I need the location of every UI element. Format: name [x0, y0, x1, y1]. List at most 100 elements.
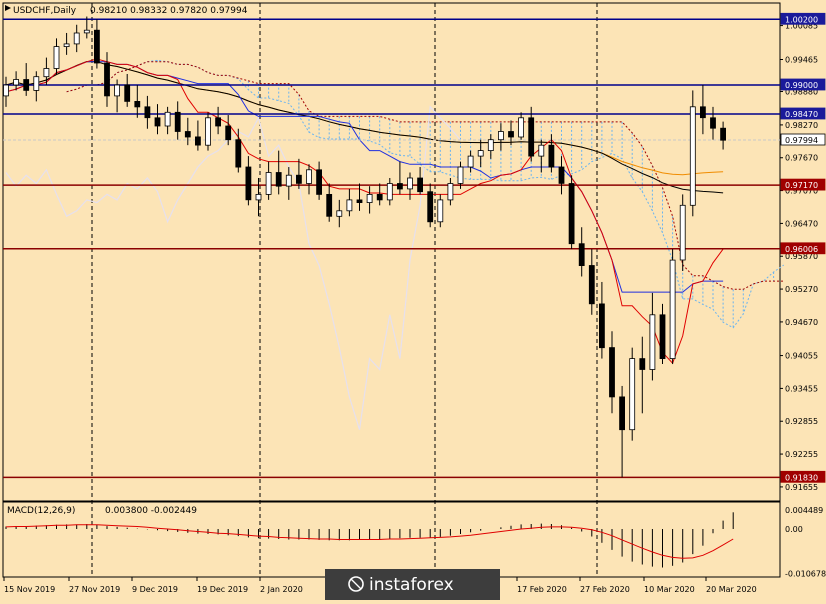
price-tick-label: 0.94670 [785, 318, 818, 327]
candle-17 [174, 101, 181, 140]
macd-tick-label-2: -0.010678 [785, 570, 826, 579]
candle-body [23, 79, 30, 91]
candle-45 [457, 161, 464, 189]
candle-body [295, 174, 302, 184]
candle-63 [639, 336, 646, 414]
candle-28 [285, 167, 292, 200]
candle-66 [669, 249, 676, 365]
candle-body [124, 84, 131, 102]
price-tick-label: 0.92255 [785, 450, 818, 459]
date-label-0: 15 Nov 2019 [4, 585, 55, 594]
candle-body [306, 169, 312, 184]
candle-4 [43, 57, 50, 85]
candle-7 [73, 24, 80, 53]
candle-body [356, 199, 363, 203]
level-label-box-5 [780, 242, 826, 255]
chart-header: USDCHF,Daily 0.98210 0.98332 0.97820 0.9… [5, 5, 248, 16]
candle-51 [518, 112, 524, 140]
date-label-5: 17 Feb 2020 [517, 585, 567, 594]
candle-67 [679, 194, 686, 272]
candle-23 [235, 128, 242, 173]
price-tick-label: 0.99465 [785, 56, 818, 65]
main-plot-frame [2, 2, 781, 502]
level-label-0: 1.00200 [785, 15, 818, 24]
candle-body [285, 174, 292, 187]
candle-body [104, 62, 110, 97]
level-label-3: 0.97994 [785, 136, 818, 145]
candle-69 [700, 84, 706, 135]
candle-body [336, 210, 343, 217]
candle-body [679, 204, 686, 261]
candle-body [316, 169, 323, 195]
candle-body [548, 144, 555, 168]
candle-46 [467, 150, 474, 173]
macd-tick-label-1: 0.00 [785, 525, 803, 534]
horizontal-levels [3, 18, 780, 479]
candle-body [245, 166, 252, 201]
candle-body [629, 358, 636, 431]
candle-55 [558, 156, 565, 195]
date-axis: 15 Nov 2019 27 Nov 2019 9 Dec 2019 19 Dec 2… [3, 577, 757, 594]
candle-18 [184, 117, 191, 146]
candle-body [407, 177, 413, 190]
candle-53 [538, 139, 545, 173]
candle-body [94, 29, 100, 64]
candle-body [134, 101, 141, 108]
watermark: instaforex [325, 569, 500, 600]
price-tick-label: 1.00085 [785, 22, 818, 31]
candle-body [326, 193, 333, 217]
candle-5 [53, 38, 60, 75]
candle-body [669, 259, 676, 360]
candle-41 [417, 167, 424, 195]
price-axis: 1.00085 0.99465 0.98880 0.98270 0.97670 0.970… [780, 22, 818, 492]
candle-body [700, 106, 706, 119]
level-label-5: 0.96006 [785, 245, 818, 254]
candle-61 [619, 385, 625, 478]
candle-body [53, 46, 60, 69]
tenkan-red-line [5, 58, 724, 365]
candle-14 [144, 95, 151, 129]
candle-30 [306, 164, 312, 195]
candle-body [609, 347, 615, 398]
candle-body [154, 117, 161, 127]
candle-body [457, 166, 464, 184]
price-tick-label: 0.92855 [785, 417, 818, 426]
ohlc-label: 0.98210 0.98332 0.97820 0.97994 [90, 6, 248, 16]
macd-label: MACD(12,26,9) [7, 506, 75, 516]
candle-8 [83, 16, 90, 39]
candle-body [508, 131, 514, 138]
price-tick-label: 0.91655 [785, 483, 818, 492]
candle-body [649, 314, 656, 370]
candle-body [528, 117, 535, 157]
candle-body [275, 172, 282, 187]
macd-tick-label-0: 0.004489 [785, 506, 823, 515]
price-tick-label: 0.93455 [785, 384, 818, 393]
ma-black-line [5, 60, 724, 194]
candle-body [518, 117, 524, 138]
candles [3, 16, 726, 478]
price-tick-label: 0.94055 [785, 352, 818, 361]
candle-2 [23, 63, 30, 96]
candle-body [366, 193, 373, 203]
candle-body [346, 199, 353, 212]
candle-47 [477, 139, 484, 168]
candle-body [578, 243, 585, 266]
candle-body [588, 265, 595, 305]
watermark-box [325, 569, 500, 600]
date-label-3: 19 Dec 2019 [197, 585, 248, 594]
candle-body [558, 166, 565, 184]
indicator-lines [5, 58, 724, 430]
level-label-box-4 [780, 178, 826, 191]
candle-57 [578, 227, 585, 277]
candle-48 [487, 134, 494, 159]
candle-body [194, 136, 201, 146]
candle-43 [437, 194, 444, 228]
candle-59 [599, 281, 605, 359]
candle-21 [215, 106, 222, 135]
candle-11 [114, 79, 120, 113]
candle-body [396, 183, 403, 190]
candle-body [225, 125, 232, 141]
candle-19 [194, 120, 201, 151]
candle-37 [376, 183, 383, 206]
